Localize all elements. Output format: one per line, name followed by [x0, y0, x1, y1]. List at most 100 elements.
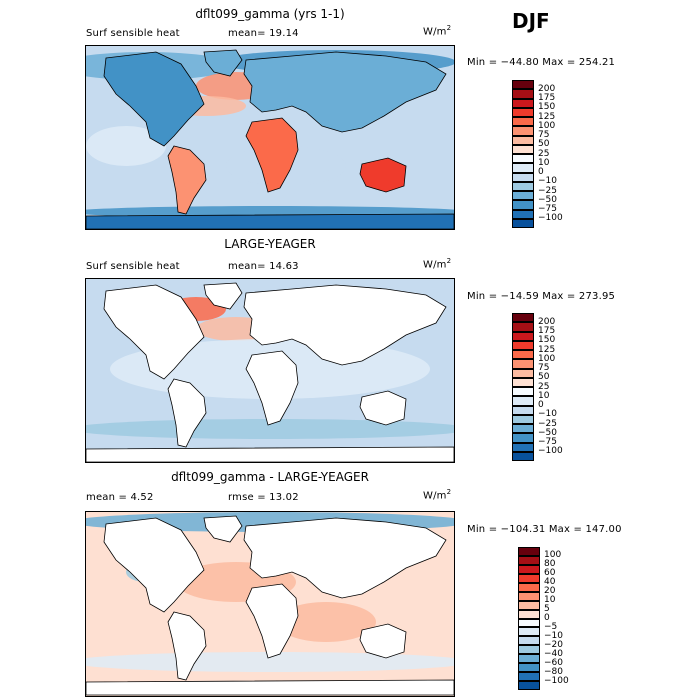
land-greenland	[203, 515, 243, 543]
land-antarctica	[86, 213, 454, 229]
land-antarctica	[86, 679, 454, 696]
panel-2-units: W/m2	[423, 257, 451, 270]
colorbar-label: −25	[538, 185, 557, 196]
colorbar-swatch	[512, 172, 534, 182]
colorbar-label: 10	[544, 595, 556, 606]
colorbar-label: −25	[538, 418, 557, 429]
colorbar-label: −50	[538, 194, 557, 205]
colorbar-swatch	[512, 350, 534, 360]
colorbar-label: −100	[544, 675, 569, 686]
colorbar-label: 100	[544, 550, 562, 561]
colorbar-label: 200	[538, 83, 556, 94]
colorbar-label: 20	[544, 586, 556, 597]
field-patch	[86, 126, 166, 166]
panel-1-map-svg	[86, 46, 454, 229]
panel-1-variable: Surf sensible heat	[86, 28, 180, 39]
colorbar-label: 0	[544, 613, 550, 623]
units-text: W/m	[423, 259, 447, 271]
colorbar-label: −50	[538, 427, 557, 438]
panel-3-rmse: rmse = 13.02	[228, 492, 299, 503]
colorbar-label: 10	[538, 157, 550, 168]
colorbar-label: 200	[538, 316, 556, 327]
units-text: W/m	[423, 26, 447, 38]
land-north-america	[103, 517, 205, 613]
colorbar-label: 150	[538, 102, 556, 113]
colorbar-label: 25	[538, 381, 550, 392]
land-eurasia	[243, 284, 447, 366]
panel-1-title: dflt099_gamma (yrs 1-1)	[195, 7, 345, 21]
colorbar-swatch	[518, 618, 540, 628]
panel-1-colorbar: 200 175 150 125 100 75 50 25 10 0 −10 −25 −50 −75 −100	[512, 80, 572, 228]
units-text: W/m	[423, 490, 447, 502]
panel-2-minmax: Min = −14.59 Max = 273.95	[467, 291, 616, 302]
colorbar-label: 125	[538, 111, 556, 122]
colorbar-swatch	[512, 98, 534, 108]
colorbar-label: 75	[538, 363, 550, 373]
colorbar-label: 5	[544, 604, 550, 615]
land-greenland	[203, 282, 243, 310]
colorbar-label: 50	[538, 139, 550, 150]
colorbar-label: −20	[544, 639, 563, 650]
colorbar-swatch	[512, 126, 534, 136]
colorbar-label: 25	[538, 148, 550, 159]
colorbar-swatch	[518, 573, 540, 583]
colorbar-label: 60	[544, 568, 556, 579]
colorbar-swatch	[518, 627, 540, 637]
panel-2-title: LARGE-YEAGER	[224, 237, 316, 251]
colorbar-label: −40	[544, 648, 563, 659]
colorbar-swatch	[512, 163, 534, 173]
colorbar-label: −80	[544, 666, 563, 677]
colorbar-swatch	[512, 154, 534, 164]
colorbar-label: 175	[538, 93, 556, 103]
field-patch	[276, 602, 376, 642]
panel-3-mean: mean = 4.52	[86, 492, 154, 503]
colorbar-label: −10	[538, 176, 557, 187]
land-eurasia	[243, 517, 447, 599]
land-greenland	[203, 49, 243, 77]
units-exponent: 2	[446, 257, 452, 265]
colorbar-swatch	[512, 117, 534, 127]
colorbar-swatch	[512, 135, 534, 145]
colorbar-swatch	[512, 368, 534, 378]
land-australia	[359, 390, 407, 426]
colorbar-swatch	[518, 636, 540, 646]
colorbar-label: 40	[544, 577, 556, 588]
panel-2-mean: mean= 14.63	[228, 261, 299, 272]
colorbar-swatch	[512, 424, 534, 434]
land-antarctica	[86, 446, 454, 462]
land-australia	[359, 623, 407, 659]
colorbar-swatch	[518, 663, 540, 673]
colorbar-swatch	[512, 377, 534, 387]
colorbar-swatch	[512, 322, 534, 332]
panel-2-variable: Surf sensible heat	[86, 261, 180, 272]
colorbar-swatch	[518, 591, 540, 601]
colorbar-label: 100	[538, 353, 556, 364]
colorbar-swatch	[512, 331, 534, 341]
colorbar-swatch	[512, 414, 534, 424]
land-south-america	[167, 378, 207, 448]
colorbar-swatch	[512, 442, 534, 452]
colorbar-swatch	[512, 144, 534, 154]
colorbar-label: −75	[538, 437, 557, 447]
panel-2-map	[85, 278, 455, 463]
colorbar-swatch	[512, 451, 534, 461]
panel-3-title: dflt099_gamma - LARGE-YEAGER	[171, 470, 369, 484]
panel-2-colorbar: 200 175 150 125 100 75 50 25 10 0 −10 −25 −50 −75 −100	[512, 313, 572, 461]
colorbar-swatch	[518, 564, 540, 574]
colorbar-swatch	[518, 681, 540, 690]
land-africa	[245, 350, 299, 426]
colorbar-swatch	[512, 89, 534, 99]
colorbar-swatch	[512, 191, 534, 201]
colorbar-label: 100	[538, 120, 556, 131]
colorbar-swatch	[512, 209, 534, 219]
colorbar-label: 125	[538, 344, 556, 355]
colorbar-swatch	[512, 387, 534, 397]
colorbar-label: −60	[544, 657, 563, 668]
colorbar-label: 175	[538, 326, 556, 336]
colorbar-swatch	[518, 672, 540, 682]
panel-3-map	[85, 511, 455, 697]
colorbar-swatch	[518, 645, 540, 655]
colorbar-label: −5	[544, 621, 558, 632]
colorbar-swatch	[512, 396, 534, 406]
colorbar-swatch	[512, 218, 534, 228]
